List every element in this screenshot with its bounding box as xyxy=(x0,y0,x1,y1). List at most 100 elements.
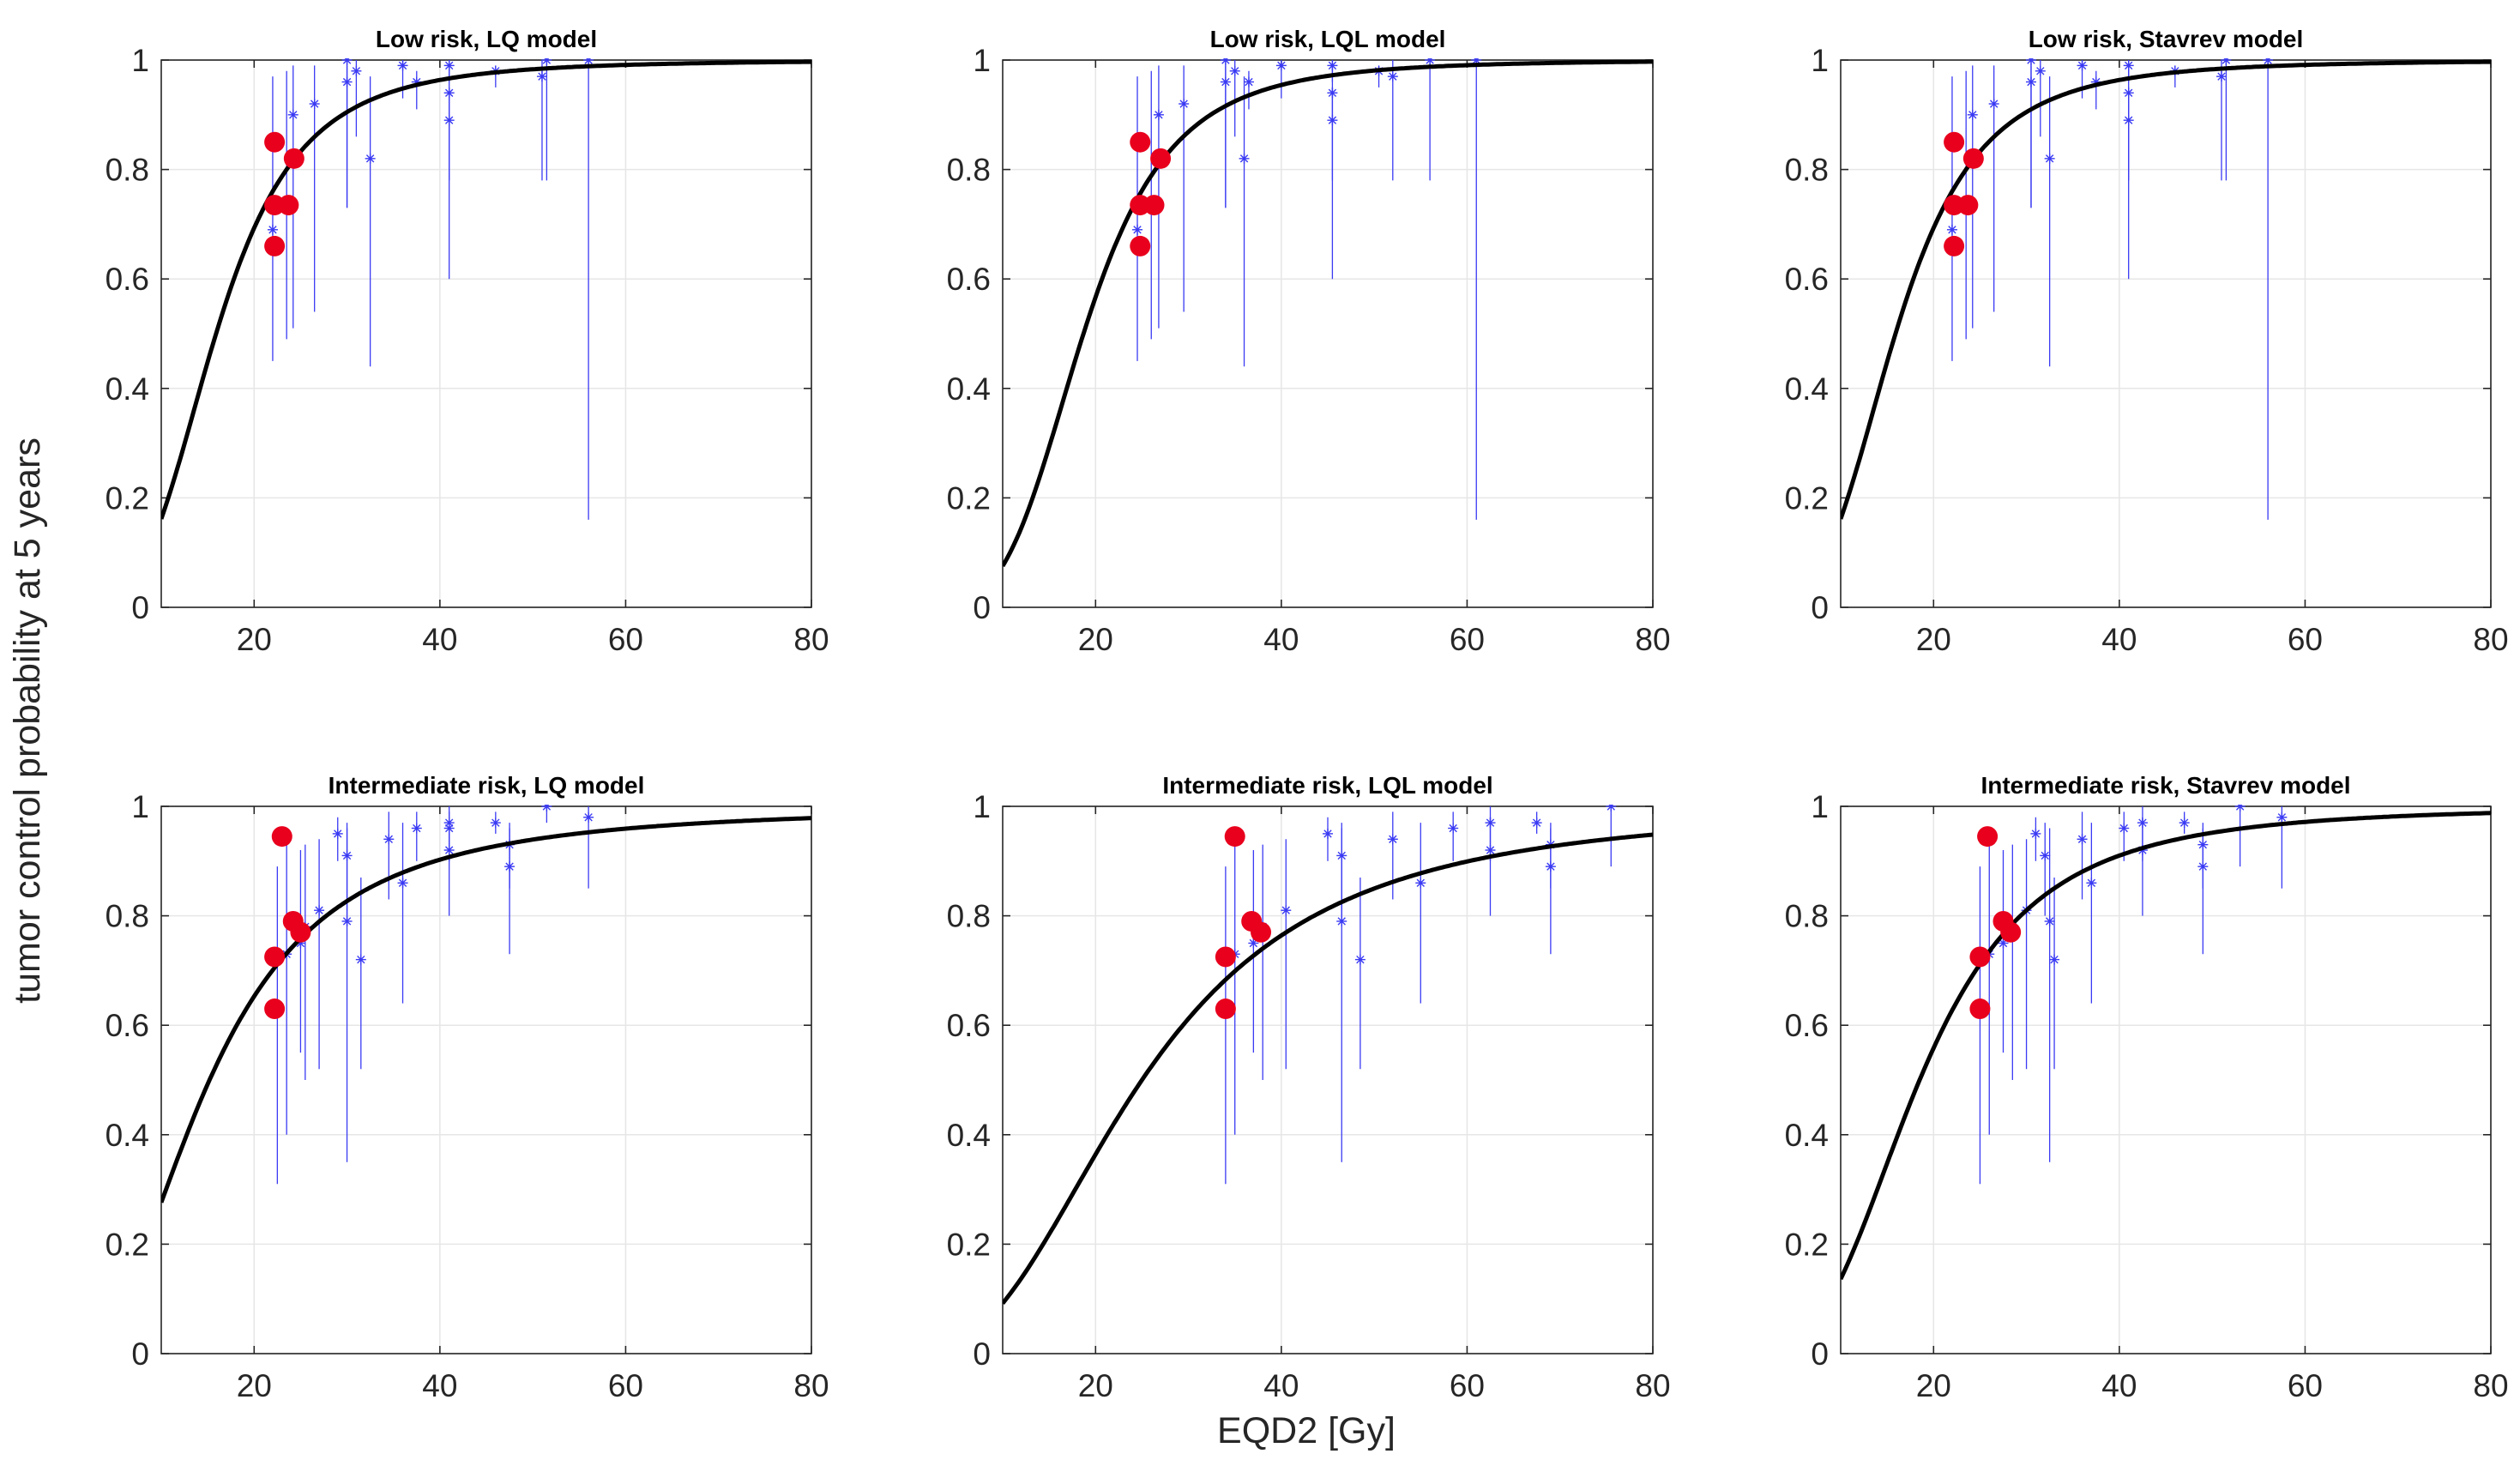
clinical-data-point xyxy=(1606,805,1617,867)
clinical-data-point xyxy=(541,58,552,181)
y-tick-label: 0.8 xyxy=(947,899,991,934)
observed-point xyxy=(2000,921,2022,943)
y-tick-label: 0.2 xyxy=(1785,1227,1829,1262)
clinical-data-point xyxy=(2086,823,2097,1004)
asterisk-marker xyxy=(1281,905,1292,916)
clinical-data-point xyxy=(1531,811,1542,834)
clinical-data-point xyxy=(2077,60,2088,99)
y-tick-label: 0.6 xyxy=(947,1008,991,1043)
asterisk-marker xyxy=(351,65,362,76)
y-tick-label: 1 xyxy=(973,43,991,78)
clinical-data-point xyxy=(504,828,515,955)
clinical-data-point xyxy=(536,60,547,181)
data-layer xyxy=(1841,805,2491,1281)
asterisk-marker xyxy=(2044,915,2055,926)
asterisk-marker xyxy=(490,817,501,829)
y-tick-label: 0 xyxy=(1811,1336,1829,1372)
y-tick-label: 0.6 xyxy=(1785,262,1829,297)
clinical-data-point xyxy=(1323,817,1333,861)
panel-title: Intermediate risk, LQL model xyxy=(1162,772,1492,799)
asterisk-marker xyxy=(1153,109,1164,120)
plot-frame xyxy=(160,59,812,608)
observed-point xyxy=(1215,946,1236,968)
clinical-data-point xyxy=(1229,60,1240,137)
data-layer xyxy=(1841,58,2491,520)
clinical-data-point xyxy=(2049,877,2060,1070)
observed-point xyxy=(290,921,311,943)
plot-area xyxy=(161,806,811,1354)
y-tick-label: 0.4 xyxy=(947,1118,991,1153)
observed-point xyxy=(1224,826,1245,848)
observed-point xyxy=(264,235,286,256)
asterisk-marker xyxy=(2179,817,2190,829)
clinical-data-point xyxy=(1946,76,1957,361)
asterisk-marker xyxy=(1336,915,1347,926)
y-tick-label: 0.8 xyxy=(1785,899,1829,934)
chart-panel-4: 20 40 60 80 0 0.2 0.4 0.6 0.8 1 Intermediate risk,… xyxy=(106,772,829,1403)
plot-area xyxy=(1841,60,2491,607)
asterisk-marker xyxy=(355,954,366,965)
asterisk-marker xyxy=(309,99,320,110)
asterisk-marker xyxy=(1239,153,1250,164)
asterisk-marker xyxy=(332,828,343,839)
y-tick-label: 1 xyxy=(131,789,149,824)
clinical-data-point xyxy=(2276,806,2288,889)
observed-point xyxy=(264,131,286,153)
clinical-data-point xyxy=(351,60,362,137)
asterisk-marker xyxy=(1988,99,1999,110)
clinical-data-point xyxy=(583,806,594,889)
y-tick-label: 1 xyxy=(131,43,149,78)
y-tick-label: 0.6 xyxy=(947,262,991,297)
clinical-data-point xyxy=(443,817,455,916)
y-tick-label: 0.4 xyxy=(106,1118,149,1153)
x-tick-label: 80 xyxy=(2473,1368,2508,1403)
x-tick-label: 80 xyxy=(793,622,829,657)
clinical-data-point xyxy=(1220,65,1231,208)
clinical-data-point xyxy=(1336,828,1347,1162)
asterisk-marker xyxy=(2263,58,2274,65)
asterisk-marker xyxy=(2025,58,2036,65)
asterisk-marker xyxy=(1531,817,1542,829)
plot-frame xyxy=(1840,59,2492,608)
clinical-data-point xyxy=(2197,828,2209,955)
clinical-data-point xyxy=(2216,60,2227,181)
asterisk-marker xyxy=(2077,834,2088,845)
clinical-data-point xyxy=(2221,58,2232,181)
clinical-data-point xyxy=(314,839,325,1070)
x-tick-label: 60 xyxy=(608,622,643,657)
observed-point xyxy=(1251,921,1272,943)
clinical-data-point xyxy=(2123,87,2134,181)
clinical-data-point xyxy=(1387,811,1398,900)
y-tick-label: 1 xyxy=(973,789,991,824)
asterisk-marker xyxy=(1946,224,1957,235)
observed-point xyxy=(278,195,299,216)
model-curve xyxy=(1003,832,1653,1305)
observed-point xyxy=(1150,148,1172,169)
chart-panel-6: 20 40 60 80 0 0.2 0.4 0.6 0.8 1 Intermediate risk,… xyxy=(1785,772,2509,1403)
asterisk-marker xyxy=(1485,845,1496,856)
y-tick-label: 0.4 xyxy=(947,371,991,407)
plot-frame xyxy=(1002,805,1654,1354)
observed-point xyxy=(1143,195,1165,216)
plot-area xyxy=(161,60,811,607)
asterisk-marker xyxy=(1354,954,1366,965)
chart-panel-5: 20 40 60 80 0 0.2 0.4 0.6 0.8 1 Intermediate risk,… xyxy=(947,772,1671,1403)
x-tick-label: 40 xyxy=(1263,1368,1299,1403)
panel-title: Intermediate risk, Stavrev model xyxy=(1980,772,2350,799)
asterisk-marker xyxy=(1606,805,1617,811)
asterisk-marker xyxy=(2197,861,2209,872)
y-tick-label: 0.2 xyxy=(106,1227,149,1262)
observed-point xyxy=(264,998,286,1020)
observed-point xyxy=(1130,235,1151,256)
x-tick-label: 40 xyxy=(2101,1368,2137,1403)
asterisk-marker xyxy=(504,861,515,872)
observed-point xyxy=(271,826,292,848)
asterisk-marker xyxy=(2025,76,2036,87)
clinical-data-point xyxy=(341,828,353,1162)
y-tick-label: 0 xyxy=(973,590,991,625)
chart-panel-1: 20 40 60 80 0 0.2 0.4 0.6 0.8 1 Low risk, LQ model xyxy=(106,26,829,657)
plot-area xyxy=(1841,806,2491,1354)
clinical-data-point xyxy=(2044,828,2055,1162)
asterisk-marker xyxy=(2221,58,2232,65)
